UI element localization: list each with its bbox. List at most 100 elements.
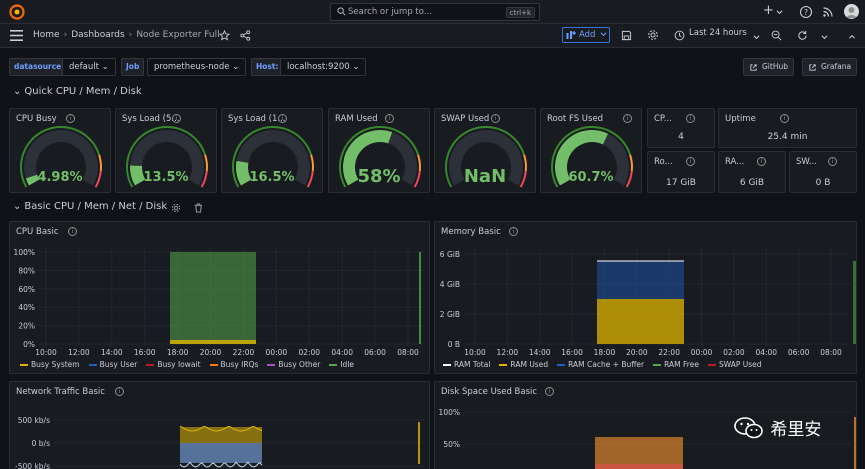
mem-legend-item[interactable]: RAM Total xyxy=(443,360,490,369)
info-icon[interactable]: i xyxy=(278,114,287,123)
save-icon[interactable] xyxy=(621,30,632,41)
add-button[interactable]: Add xyxy=(562,27,610,43)
gauge-panel-3[interactable]: RAM Used i 58% xyxy=(328,108,430,193)
breadcrumb-home[interactable]: Home xyxy=(33,30,60,40)
stat-panel-ram-total[interactable]: RA... i 6 GiB xyxy=(718,151,786,193)
search-input[interactable]: Search or jump to... ctrl+k xyxy=(330,3,540,21)
cpu-legend-item[interactable]: Busy User xyxy=(88,360,137,369)
settings-gear-icon[interactable] xyxy=(647,29,659,41)
info-icon[interactable]: i xyxy=(509,227,518,236)
external-link-icon xyxy=(809,64,816,71)
mem-free-area xyxy=(853,261,856,344)
star-icon[interactable] xyxy=(219,30,230,41)
chevron-up-icon[interactable] xyxy=(848,33,856,40)
chevron-down-icon[interactable] xyxy=(821,34,828,41)
cpu-legend-item[interactable]: Busy Iowait xyxy=(146,360,201,369)
clock-icon[interactable] xyxy=(674,30,685,41)
chevron-down-icon[interactable] xyxy=(753,34,760,41)
zoom-out-icon[interactable] xyxy=(771,30,782,41)
panel-title: SWAP Used xyxy=(441,114,490,124)
mem-legend-item[interactable]: RAM Cache + Buffer xyxy=(557,360,644,369)
stat-value: 0 B xyxy=(815,178,831,188)
memory-basic-chart[interactable]: 6 GiB 4 GiB 2 GiB 0 B 10:00 12:00 14:00 16:00 18… xyxy=(435,222,857,374)
info-icon[interactable]: i xyxy=(172,114,181,123)
info-icon[interactable]: i xyxy=(68,227,77,236)
breadcrumb-dashboards[interactable]: Dashboards xyxy=(71,30,125,40)
stat-panel-uptime[interactable]: Uptime i 25.4 min xyxy=(718,108,857,148)
time-range-picker[interactable]: Last 24 hours xyxy=(689,28,747,38)
mem-x-tick: 00:00 xyxy=(691,348,713,357)
gauge-panel-1[interactable]: Sys Load (5... i 13.5% xyxy=(115,108,217,193)
user-icon xyxy=(846,7,857,18)
share-icon[interactable] xyxy=(240,30,251,41)
refresh-icon[interactable] xyxy=(797,30,808,41)
cpu-legend-item[interactable]: Busy System xyxy=(20,360,80,369)
menu-icon[interactable] xyxy=(10,30,23,41)
row-basic-cpu-mem-net-disk[interactable]: ⌄ Basic CPU / Mem / Net / Disk xyxy=(13,201,167,212)
legend-swatch xyxy=(557,364,566,366)
rss-news-icon[interactable] xyxy=(821,5,835,19)
panel-disk-space-used-basic[interactable]: Disk Space Used Basic i 100% 50% xyxy=(434,381,857,469)
cpu-basic-chart[interactable]: 100% 80% 60% 40% 20% 0%10:00 12:00 14:00 16:00 18… xyxy=(10,222,430,374)
cpu-legend-item[interactable]: Idle xyxy=(329,360,354,369)
job-select[interactable]: prometheus-node ⌄ xyxy=(147,58,247,76)
info-icon[interactable]: i xyxy=(115,387,124,396)
gauge-panel-4[interactable]: SWAP Used i NaN xyxy=(434,108,536,193)
mem-legend-item[interactable]: SWAP Used xyxy=(707,360,762,369)
help-icon[interactable]: ? xyxy=(799,5,813,19)
cpu-legend-item[interactable]: Busy IRQs xyxy=(209,360,258,369)
net-receive-line xyxy=(179,425,263,432)
gauge-panel-5[interactable]: Root FS Used i 60.7% xyxy=(540,108,642,193)
datasource-select[interactable]: default ⌄ xyxy=(62,58,116,76)
gauge-panel-2[interactable]: Sys Load (1... i 16.5% xyxy=(221,108,323,193)
chevron-down-icon[interactable] xyxy=(776,9,783,16)
gauge-value: 16.5% xyxy=(249,170,295,185)
panel-memory-basic[interactable]: Memory Basic i 6 GiB 4 GiB 2 GiB 0 B 10:00 12… xyxy=(434,221,857,374)
info-icon[interactable]: i xyxy=(828,157,837,166)
cpu-y-tick: 80% xyxy=(18,266,35,275)
info-icon[interactable]: i xyxy=(491,114,500,123)
info-icon[interactable]: i xyxy=(780,114,789,123)
info-icon[interactable]: i xyxy=(623,114,632,123)
legend-swatch xyxy=(20,364,28,366)
disk-space-chart[interactable]: 100% 50% xyxy=(435,382,857,469)
info-icon[interactable]: i xyxy=(686,114,695,123)
legend-swatch xyxy=(209,364,218,366)
row-delete-trash-icon[interactable] xyxy=(194,203,203,213)
host-value: localhost:9200 xyxy=(287,62,350,72)
stat-panel-swap-total[interactable]: SW... i 0 B xyxy=(789,151,857,193)
gauge-arc xyxy=(126,126,208,188)
watermark-text: 希里安 xyxy=(770,420,822,440)
mem-legend-item[interactable]: RAM Used xyxy=(499,360,548,369)
add-panel-icon xyxy=(566,31,576,39)
chevron-down-icon xyxy=(600,32,607,37)
host-select[interactable]: localhost:9200 ⌄ xyxy=(280,58,367,76)
stat-panel-rootfs-total[interactable]: Ro... i 17 GiB xyxy=(647,151,715,193)
panel-title: SW... xyxy=(796,157,817,167)
row-quick-cpu-mem-disk[interactable]: ⌄ Quick CPU / Mem / Disk xyxy=(13,86,142,97)
github-link-button[interactable]: GitHub xyxy=(743,58,794,76)
mem-legend-item[interactable]: RAM Free xyxy=(653,360,699,369)
panel-network-traffic-basic[interactable]: Network Traffic Basic i 500 kb/s 0 b/s -50… xyxy=(9,381,430,469)
info-icon[interactable]: i xyxy=(686,157,695,166)
info-icon[interactable]: i xyxy=(385,114,394,123)
cpu-x-tick: 20:00 xyxy=(200,348,222,357)
legend-label: RAM Cache + Buffer xyxy=(568,360,645,369)
cpu-x-tick: 22:00 xyxy=(233,348,255,357)
row-settings-gear-icon[interactable] xyxy=(171,203,181,213)
info-icon[interactable]: i xyxy=(545,387,554,396)
user-avatar[interactable] xyxy=(844,4,859,19)
grafana-link-button[interactable]: Grafana xyxy=(802,58,858,76)
info-icon[interactable]: i xyxy=(66,114,75,123)
legend-label: SWAP Used xyxy=(718,360,762,369)
new-plus-icon[interactable]: + xyxy=(763,3,774,18)
stat-panel-cpu-cores[interactable]: CP... i 4 xyxy=(647,108,715,148)
cpu-x-tick: 06:00 xyxy=(364,348,386,357)
network-traffic-chart[interactable]: 500 kb/s 0 b/s -500 kb/s xyxy=(10,382,430,469)
panel-cpu-basic[interactable]: CPU Basic i 100% 80% 60% 40% 20% 0% 10:00 12:00… xyxy=(9,221,430,374)
grafana-logo-icon[interactable] xyxy=(9,4,25,20)
cpu-legend-item[interactable]: Busy Other xyxy=(267,360,320,369)
gauge-panel-0[interactable]: CPU Busy i 4.98% xyxy=(9,108,111,193)
info-icon[interactable]: i xyxy=(757,157,766,166)
row-title: Quick CPU / Mem / Disk xyxy=(24,86,142,97)
